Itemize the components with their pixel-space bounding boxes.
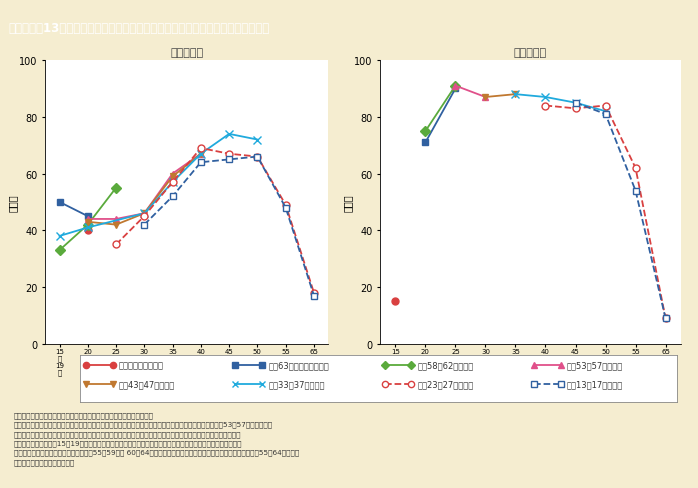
Y-axis label: （％）: （％） [8, 194, 18, 211]
Y-axis label: （％）: （％） [343, 194, 353, 211]
Text: 昭和63～平成４年生まれ: 昭和63～平成４年生まれ [268, 361, 329, 370]
Title: 《無配偶》: 《無配偶》 [514, 47, 547, 58]
Text: 昭和13～17年生まれ: 昭和13～17年生まれ [567, 380, 623, 389]
Text: 昭和53～57年生まれ: 昭和53～57年生まれ [567, 361, 623, 370]
Text: 昭和58～62年生まれ: 昭和58～62年生まれ [417, 361, 474, 370]
Text: 昭和43～47年生まれ: 昭和43～47年生まれ [119, 380, 175, 389]
Text: 昭和23～27年生まれ: 昭和23～27年生まれ [417, 380, 474, 389]
Text: （備考）１．総務省「労働力調査（基本集計）」（年平均）より作成。
　　　　２．グラフが煩雑になるのを避けるため，出生年５年間を１つの世代としてまとめたものを，昭: （備考）１．総務省「労働力調査（基本集計）」（年平均）より作成。 ２．グラフが煩… [14, 411, 299, 465]
Text: 平成５～９年生まれ: 平成５～９年生まれ [119, 361, 164, 370]
Title: 《有配偶》: 《有配偶》 [170, 47, 203, 58]
Text: 昭和33～37年生まれ: 昭和33～37年生まれ [268, 380, 325, 389]
Text: 第１－特－13図　女性の年齢階級別労働力率の世代による特徴（配偶者有無別）: 第１－特－13図 女性の年齢階級別労働力率の世代による特徴（配偶者有無別） [8, 22, 269, 35]
